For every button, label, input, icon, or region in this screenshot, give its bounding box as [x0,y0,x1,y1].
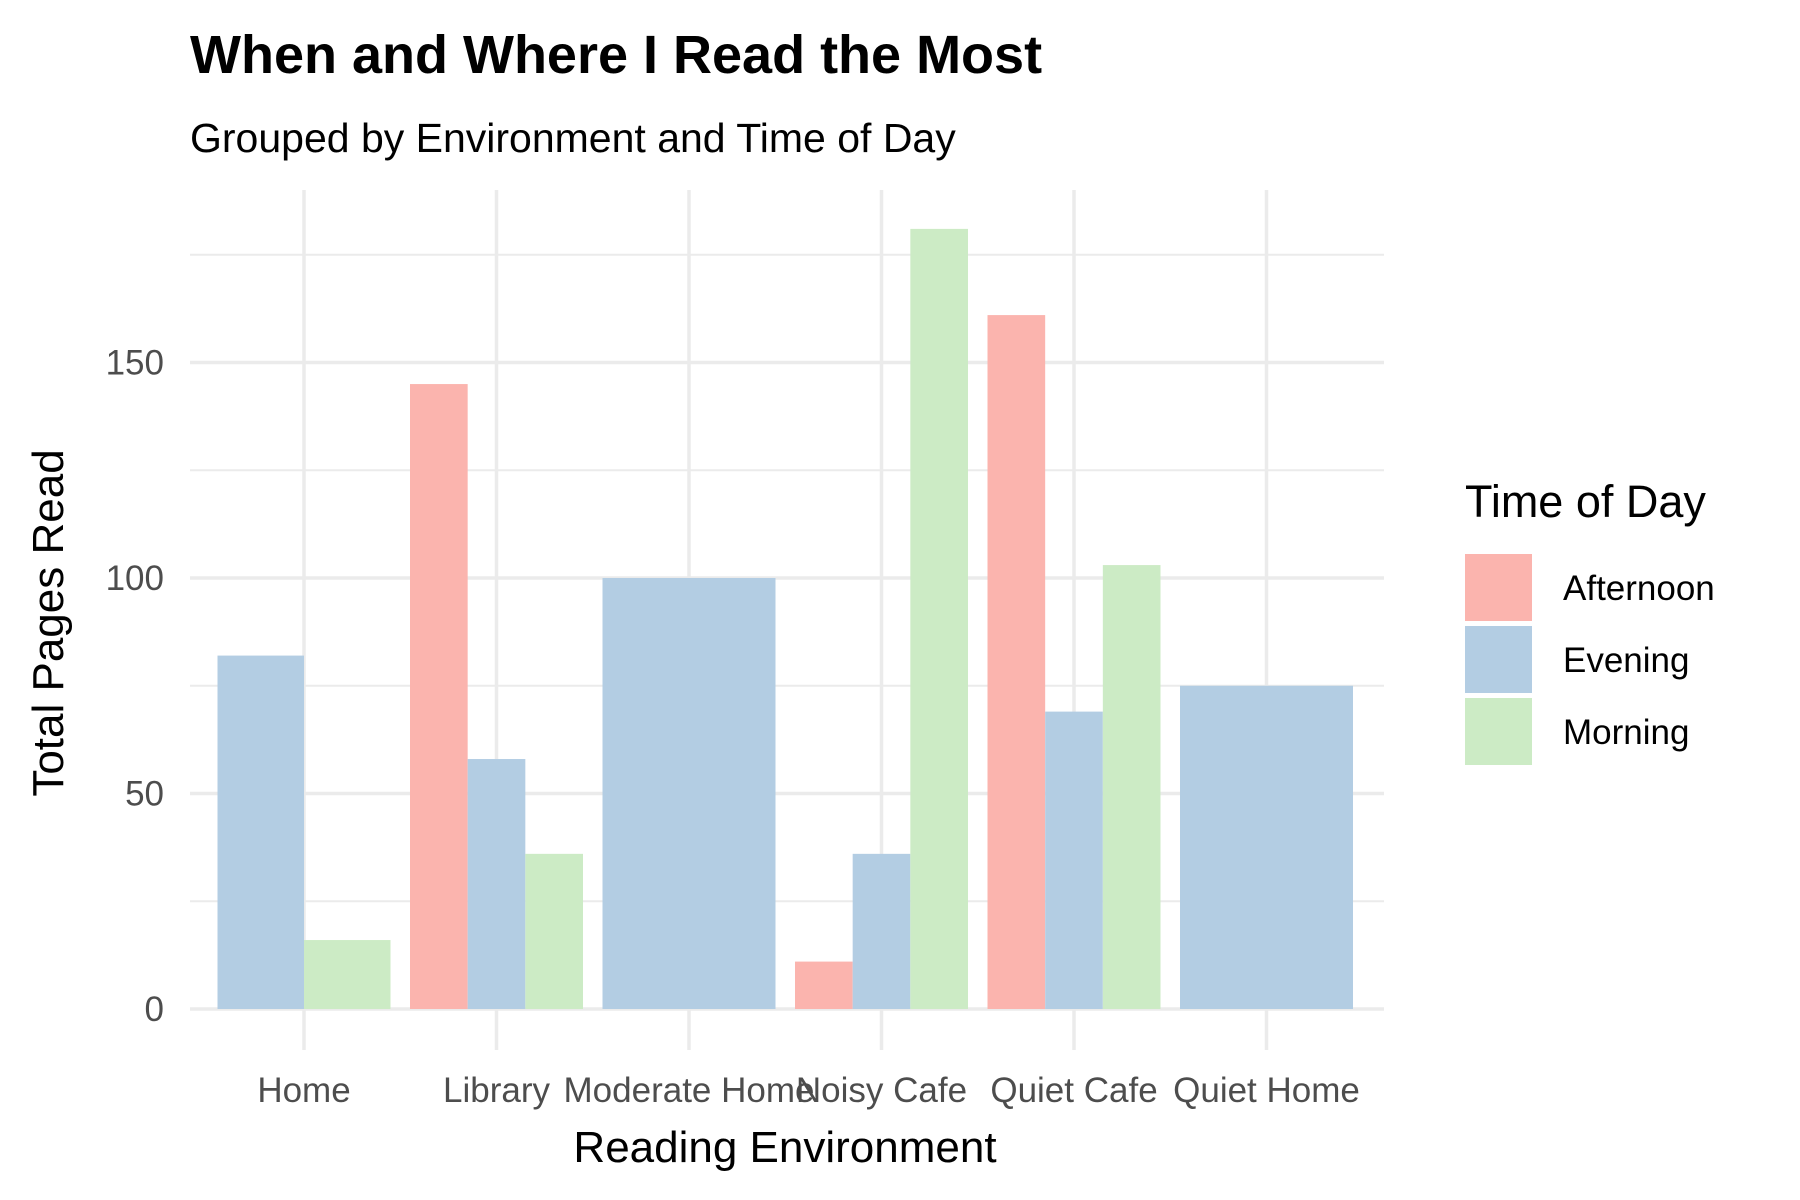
legend-title: Time of Day [1465,476,1706,527]
legend-swatch-afternoon [1465,554,1532,621]
legend-label-afternoon: Afternoon [1563,569,1715,608]
x-tick-label: Moderate Home [564,1071,815,1110]
bar-library-evening [467,759,526,1009]
y-tick-label: 0 [145,990,164,1029]
bar-quiet-cafe-morning [1102,565,1161,1009]
x-tick-label: Home [257,1071,350,1110]
bar-library-morning [525,853,583,1009]
chart-title: When and Where I Read the Most [190,25,1042,85]
legend-label-evening: Evening [1563,641,1689,680]
bar-noisy-cafe-morning [910,228,968,1009]
x-tick-label: Noisy Cafe [796,1071,967,1110]
x-tick-label: Quiet Cafe [990,1071,1157,1110]
chart-subtitle: Grouped by Environment and Time of Day [190,115,956,161]
bar-home-morning [304,940,391,1009]
bar-quiet-home-evening [1180,685,1353,1009]
bar-moderate-home-evening [602,578,776,1009]
bar-library-afternoon [410,384,468,1009]
y-tick-label: 100 [106,559,164,598]
y-tick-label: 50 [125,775,164,814]
y-axis-title: Total Pages Read [24,449,73,796]
bars [217,228,1353,1010]
legend-label-morning: Morning [1563,713,1689,752]
bar-quiet-cafe-evening [1045,711,1103,1009]
x-tick-label: Quiet Home [1173,1071,1360,1110]
bar-noisy-cafe-afternoon [795,961,853,1009]
y-tick-label: 150 [106,344,164,383]
legend-swatch-evening [1465,626,1532,693]
bar-quiet-cafe-afternoon [987,315,1046,1010]
legend-swatch-morning [1465,698,1532,765]
x-tick-label: Library [443,1071,550,1110]
bar-home-evening [217,655,304,1009]
bar-noisy-cafe-evening [852,853,911,1009]
x-axis-title: Reading Environment [573,1123,996,1172]
legend: Afternoon Evening Morning [1465,554,1715,765]
